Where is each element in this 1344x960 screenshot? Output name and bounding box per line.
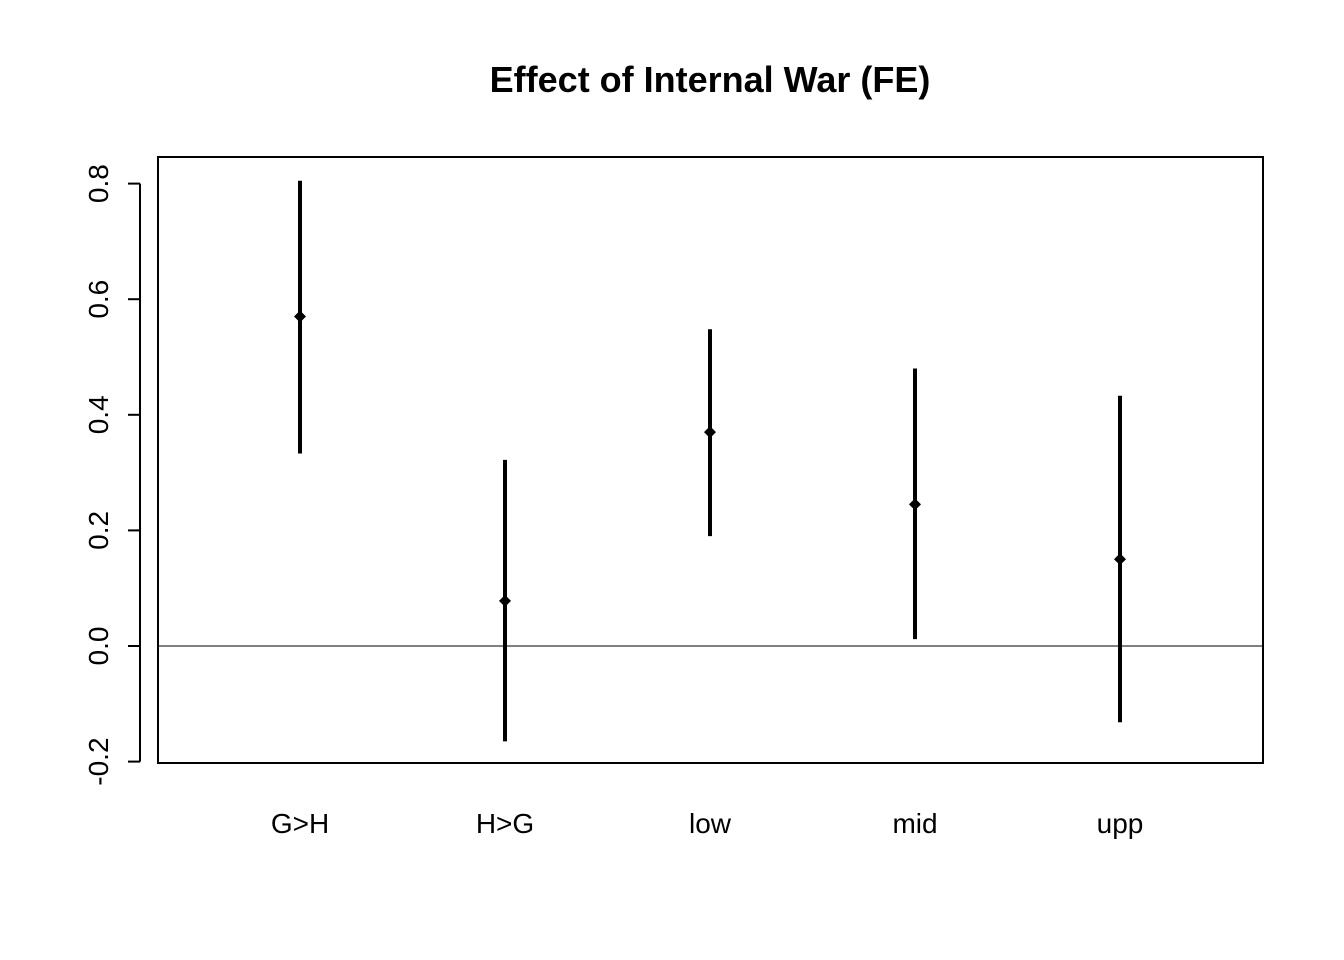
- point-estimate: [704, 426, 716, 439]
- x-category-label: upp: [1097, 808, 1144, 839]
- point-estimate: [1114, 553, 1126, 566]
- x-category-label: H>G: [476, 808, 534, 839]
- x-axis-labels: G>H H>G low mid upp: [271, 808, 1144, 839]
- x-category-label: G>H: [271, 808, 329, 839]
- plot-frame: [157, 156, 1264, 764]
- data-marks: [294, 180, 1126, 742]
- y-tick-label: 0.8: [83, 164, 114, 203]
- point-estimate: [294, 310, 306, 323]
- x-category-label: mid: [892, 808, 937, 839]
- y-tick-label: 0.2: [83, 511, 114, 550]
- y-axis: -0.2 0.0 0.2 0.4 0.6 0.8: [83, 164, 141, 786]
- y-tick-label: 0.4: [83, 395, 114, 434]
- point-estimate: [499, 594, 511, 607]
- point-estimate: [909, 498, 921, 511]
- chart-title: Effect of Internal War (FE): [490, 59, 931, 100]
- y-tick-label: 0.6: [83, 280, 114, 319]
- y-tick-label: 0.0: [83, 627, 114, 666]
- y-tick-label: -0.2: [83, 737, 114, 785]
- x-category-label: low: [689, 808, 732, 839]
